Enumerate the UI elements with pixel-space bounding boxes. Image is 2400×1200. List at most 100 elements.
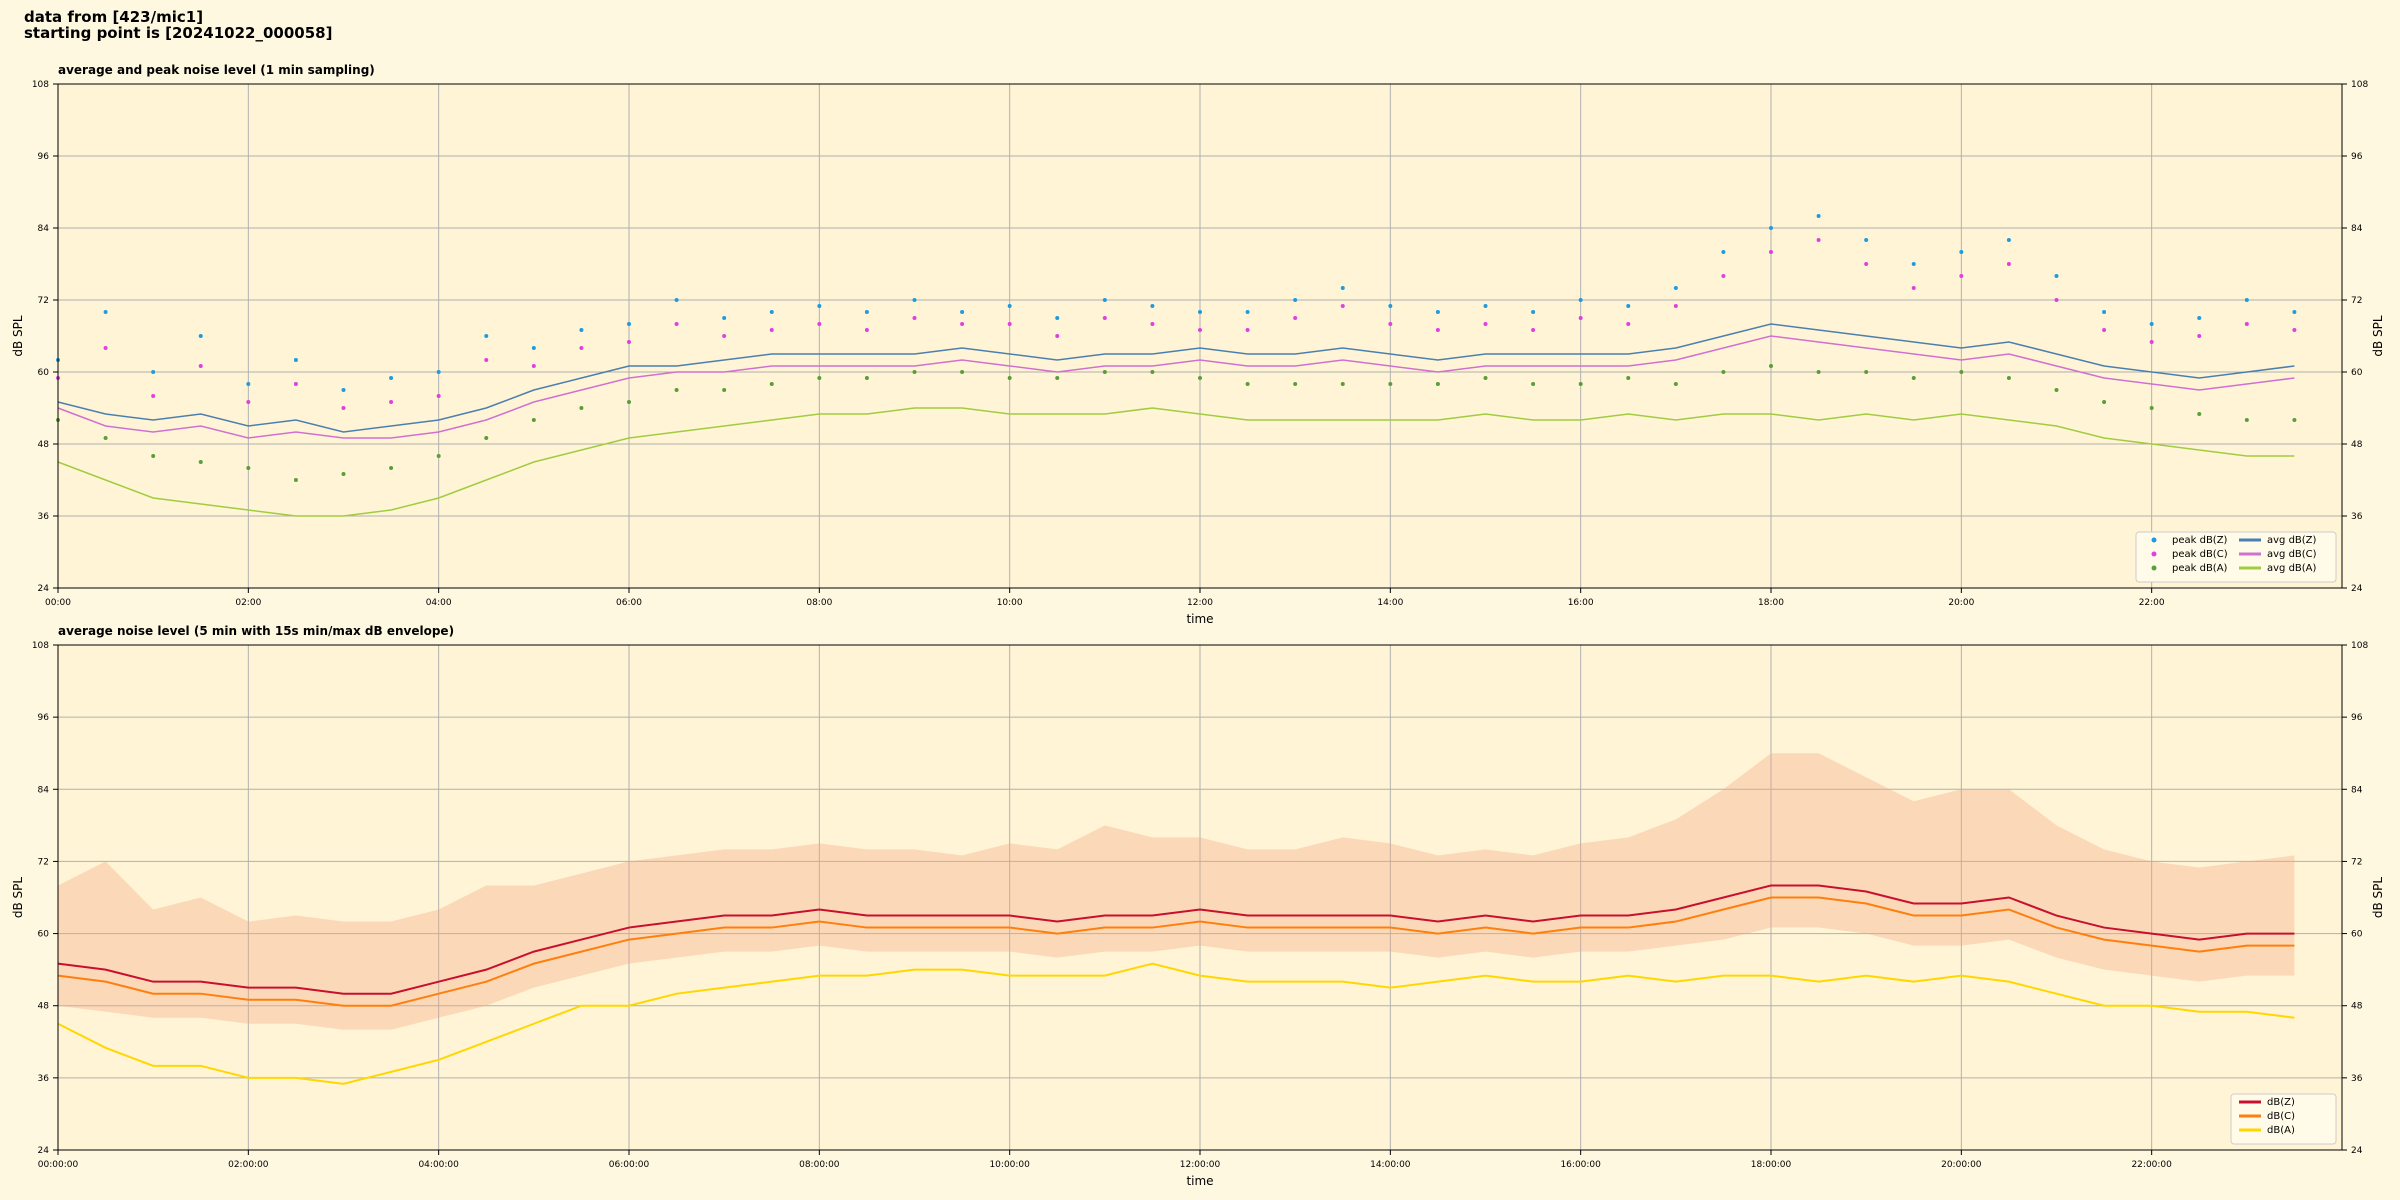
- peak-point: [531, 364, 536, 368]
- peak-point: [2244, 418, 2249, 422]
- x-tick-label: 22:00:00: [2131, 1160, 2172, 1170]
- peak-point: [1531, 310, 1536, 314]
- peak-point: [2054, 298, 2059, 302]
- y-tick-label: 48: [38, 1002, 50, 1012]
- y-tick-label: 84: [38, 224, 50, 234]
- peak-point: [531, 418, 536, 422]
- peak-point: [960, 322, 965, 326]
- series-line: [57, 335, 2295, 439]
- peak-point: [1578, 382, 1583, 386]
- peak-point: [674, 298, 679, 302]
- peak-point: [912, 298, 917, 302]
- peak-point: [2244, 322, 2249, 326]
- peak-point: [1340, 382, 1345, 386]
- peak-point: [1102, 316, 1107, 320]
- y-tick-label: 96: [2351, 713, 2363, 723]
- peak-point: [198, 364, 203, 368]
- x-tick-label: 08:00: [806, 598, 832, 608]
- x-tick-label: 08:00:00: [799, 1160, 840, 1170]
- legend-label: peak dB(A): [2172, 563, 2228, 574]
- peak-point: [817, 376, 822, 380]
- series-line: [57, 896, 2295, 1007]
- peak-point: [1769, 250, 1773, 254]
- peak-point: [2197, 334, 2202, 338]
- y-tick-label: 36: [38, 1074, 50, 1084]
- peak-point: [436, 370, 441, 374]
- peak-point: [912, 316, 917, 320]
- peak-point: [1007, 376, 1012, 380]
- peak-point: [198, 334, 203, 338]
- peak-point: [627, 400, 631, 404]
- peak-point: [1102, 370, 1107, 374]
- peak-point: [1673, 286, 1678, 290]
- x-tick-label: 10:00: [997, 598, 1023, 608]
- peak-point: [2102, 328, 2107, 332]
- chart-title: average noise level (5 min with 15s min/…: [58, 624, 454, 638]
- peak-point: [627, 322, 631, 326]
- y-tick-label: 24: [2351, 1146, 2363, 1156]
- x-tick-label: 10:00:00: [989, 1160, 1030, 1170]
- peak-point: [1293, 382, 1298, 386]
- peak-point: [722, 316, 727, 320]
- peak-point: [1531, 382, 1536, 386]
- x-tick-label: 02:00:00: [228, 1160, 269, 1170]
- peak-point: [722, 388, 727, 392]
- peak-point: [151, 394, 156, 398]
- legend-label: avg dB(C): [2267, 549, 2317, 560]
- y-tick-label: 72: [38, 857, 49, 867]
- peak-point: [151, 454, 156, 458]
- peak-point: [389, 400, 394, 404]
- peak-point: [1198, 376, 1202, 380]
- peak-point: [864, 376, 869, 380]
- peak-point: [293, 358, 298, 362]
- y-tick-label: 84: [38, 785, 50, 795]
- peak-point: [627, 340, 631, 344]
- x-tick-label: 20:00: [1948, 598, 1974, 608]
- y-tick-label: 36: [2351, 1074, 2363, 1084]
- peak-point: [1340, 304, 1345, 308]
- peak-point: [341, 388, 346, 392]
- series-line: [57, 323, 2295, 433]
- peak-point: [2244, 298, 2249, 302]
- peak-point: [1435, 382, 1440, 386]
- x-tick-label: 00:00:00: [38, 1160, 79, 1170]
- y-tick-label: 24: [38, 584, 50, 594]
- x-tick-label: 00:00: [45, 598, 71, 608]
- peak-point: [1911, 286, 1916, 290]
- peak-point: [769, 310, 774, 314]
- x-tick-label: 20:00:00: [1941, 1160, 1982, 1170]
- peak-point: [436, 454, 441, 458]
- peak-point: [1198, 328, 1202, 332]
- legend-label: dB(Z): [2267, 1097, 2295, 1108]
- peak-point: [2102, 310, 2107, 314]
- peak-point: [1007, 304, 1012, 308]
- plot-frame: [57, 644, 2343, 1151]
- peak-point: [1340, 286, 1345, 290]
- series-line: [57, 884, 2295, 995]
- peak-point: [103, 346, 108, 350]
- peak-point: [436, 394, 441, 398]
- x-tick-label: 04:00:00: [418, 1160, 459, 1170]
- peak-point: [1959, 250, 1964, 254]
- y-axis-label: dB SPL: [2371, 877, 2385, 919]
- peak-point: [103, 310, 108, 314]
- series-line: [57, 962, 2295, 1085]
- y-tick-label: 60: [38, 930, 50, 940]
- peak-point: [1626, 304, 1631, 308]
- peak-point: [293, 478, 298, 482]
- peak-point: [1626, 322, 1631, 326]
- peak-point: [1483, 304, 1488, 308]
- peak-point: [1816, 370, 1821, 374]
- peak-point: [246, 400, 251, 404]
- peak-point: [1150, 304, 1155, 308]
- legend-label: avg dB(A): [2267, 563, 2317, 574]
- peak-point: [246, 466, 251, 470]
- peak-point: [1531, 328, 1536, 332]
- peak-point: [817, 322, 822, 326]
- peak-point: [1150, 370, 1155, 374]
- peak-point: [864, 310, 869, 314]
- peak-point: [1055, 316, 1060, 320]
- y-tick-label: 24: [2351, 584, 2363, 594]
- y-tick-label: 72: [38, 296, 49, 306]
